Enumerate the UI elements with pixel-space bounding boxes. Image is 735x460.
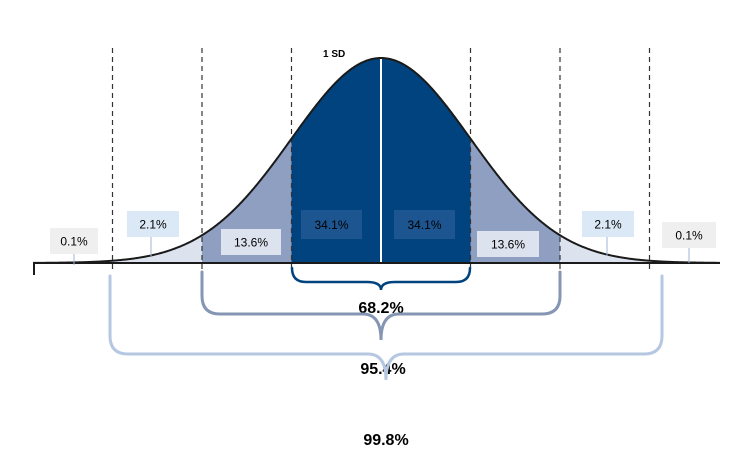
label-text-right-mid: 13.6% bbox=[491, 238, 525, 252]
bell-curve bbox=[33, 56, 720, 264]
brace-three-sd: 99.8% bbox=[108, 274, 664, 449]
label-box-right-center bbox=[394, 210, 455, 239]
label-far-left-tail: 0.1% bbox=[50, 228, 98, 265]
label-left-mid: 13.6% bbox=[221, 229, 281, 255]
brace-shape-three-sd bbox=[108, 274, 664, 381]
sd-dashed-lines bbox=[111, 48, 651, 270]
brace-shape-two-sd bbox=[200, 270, 562, 341]
brace-label-one-sd: 68.2% bbox=[358, 300, 403, 317]
segment-labels: 0.1% 2.1% 13.6% 34.1% 34.1% 13.6% 2.1% 0.1% bbox=[50, 210, 716, 265]
label-text-left-tail: 2.1% bbox=[139, 218, 167, 232]
label-text-left-center: 34.1% bbox=[314, 218, 348, 232]
label-text-left-mid: 13.6% bbox=[234, 236, 268, 250]
brace-label-three-sd: 99.8% bbox=[363, 432, 408, 449]
label-text-right-tail: 2.1% bbox=[594, 218, 622, 232]
label-box-far-right-tail bbox=[662, 222, 716, 248]
label-box-far-left-tail bbox=[50, 228, 98, 254]
brace-two-sd: 95.4% bbox=[200, 270, 562, 378]
label-right-tail: 2.1% bbox=[582, 211, 634, 256]
label-box-left-center bbox=[301, 210, 362, 239]
label-text-far-right-tail: 0.1% bbox=[675, 229, 703, 243]
brace-shape-one-sd bbox=[290, 266, 472, 291]
label-right-mid: 13.6% bbox=[477, 231, 539, 257]
brace-label-two-sd: 95.4% bbox=[360, 361, 405, 378]
label-box-left-tail bbox=[127, 211, 179, 237]
label-left-tail: 2.1% bbox=[127, 211, 179, 256]
sd-braces: 68.2% 95.4% 99.8% bbox=[108, 266, 664, 449]
area-left-tail bbox=[112, 235, 202, 263]
label-box-left-mid bbox=[221, 229, 281, 255]
area-right-tail bbox=[560, 235, 650, 263]
label-box-right-mid bbox=[477, 231, 539, 257]
label-box-right-tail bbox=[582, 211, 634, 237]
label-far-right-tail: 0.1% bbox=[662, 222, 716, 263]
brace-one-sd: 68.2% bbox=[290, 266, 472, 317]
label-left-center: 34.1% bbox=[301, 210, 362, 239]
label-right-center: 34.1% bbox=[394, 210, 455, 239]
label-text-far-left-tail: 0.1% bbox=[60, 235, 88, 249]
one-sd-label: 1 SD bbox=[323, 49, 345, 60]
label-text-right-center: 34.1% bbox=[407, 218, 441, 232]
